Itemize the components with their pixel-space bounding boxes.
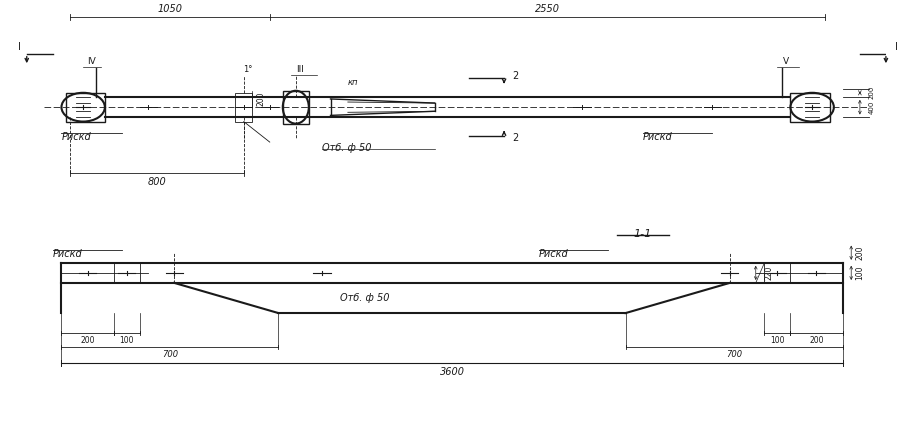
Text: 700: 700 bbox=[162, 350, 178, 359]
Bar bbox=[283, 91, 309, 124]
Text: 200: 200 bbox=[80, 336, 95, 345]
Text: Рискd: Рискd bbox=[61, 132, 91, 142]
Text: 400: 400 bbox=[868, 101, 873, 114]
Bar bbox=[66, 93, 105, 122]
Bar bbox=[235, 93, 252, 122]
Text: V: V bbox=[782, 57, 788, 66]
Text: 1-1: 1-1 bbox=[633, 229, 651, 238]
Text: 2: 2 bbox=[512, 133, 518, 143]
Text: I: I bbox=[18, 42, 21, 52]
Text: 220: 220 bbox=[764, 266, 773, 280]
Bar bbox=[789, 93, 829, 122]
Text: 100: 100 bbox=[854, 266, 863, 280]
Text: III: III bbox=[296, 65, 303, 74]
Text: 700: 700 bbox=[725, 350, 741, 359]
Text: Отб. ф 50: Отб. ф 50 bbox=[340, 293, 389, 303]
Text: 800: 800 bbox=[147, 177, 166, 187]
Text: 100: 100 bbox=[119, 336, 134, 345]
Text: 2: 2 bbox=[512, 71, 518, 81]
Text: I: I bbox=[894, 42, 897, 52]
Text: 1050: 1050 bbox=[157, 4, 182, 14]
Text: 2550: 2550 bbox=[535, 4, 559, 14]
Text: Отб. ф 50: Отб. ф 50 bbox=[321, 143, 371, 153]
Text: 200: 200 bbox=[854, 246, 863, 260]
Text: IV: IV bbox=[88, 57, 96, 66]
Text: 1°: 1° bbox=[243, 65, 253, 74]
Text: Рискd: Рискd bbox=[538, 249, 568, 259]
Text: 100: 100 bbox=[769, 336, 784, 345]
Text: кп: кп bbox=[348, 77, 358, 86]
Text: 200: 200 bbox=[808, 336, 823, 345]
Text: Рискd: Рискd bbox=[52, 249, 82, 259]
Text: 3600: 3600 bbox=[439, 367, 464, 377]
Text: 200: 200 bbox=[868, 86, 873, 99]
Text: 200: 200 bbox=[256, 92, 265, 106]
Text: Рискd: Рискd bbox=[642, 132, 672, 142]
